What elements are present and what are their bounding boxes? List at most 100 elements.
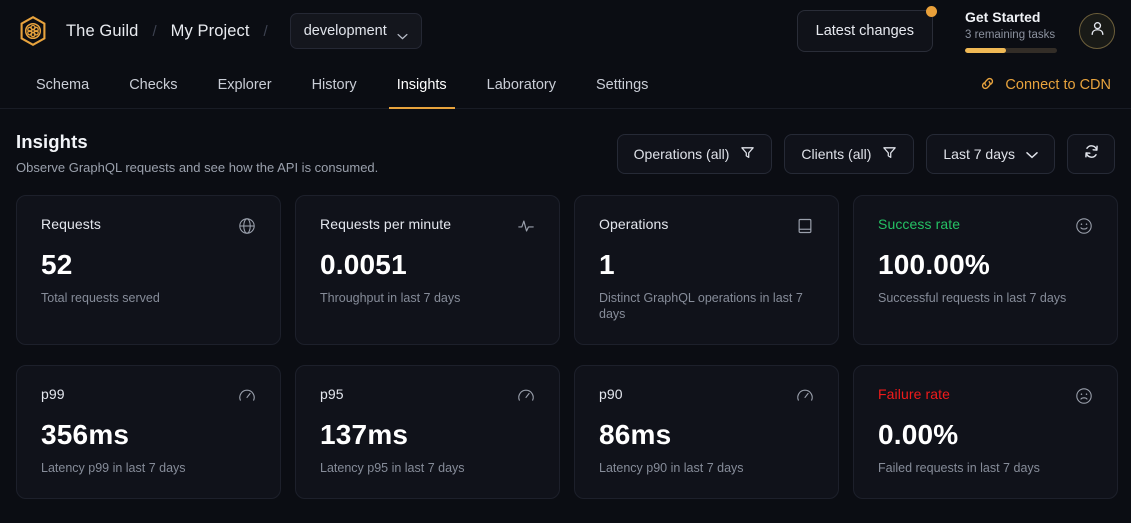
gauge-icon <box>517 387 535 410</box>
tab-laboratory-label: Laboratory <box>486 77 556 93</box>
tab-insights[interactable]: Insights <box>377 62 467 109</box>
metrics-grid-row-1: Requests 52 Total requests served Reques… <box>0 175 1131 346</box>
metric-value: 0.00% <box>878 419 959 451</box>
metric-label: Requests <box>41 216 101 232</box>
tab-explorer-label: Explorer <box>217 77 272 93</box>
chevron-down-icon <box>1026 146 1038 162</box>
environment-select-value: development <box>303 23 387 39</box>
card-header: Requests per minute <box>320 216 535 240</box>
connect-to-cdn-link[interactable]: Connect to CDN <box>979 62 1115 108</box>
date-range-label: Last 7 days <box>943 146 1015 162</box>
metric-value: 52 <box>41 249 73 280</box>
metric-label: Success rate <box>878 216 961 232</box>
main-nav: Schema Checks Explorer History Insights … <box>0 62 1131 109</box>
tab-history[interactable]: History <box>292 62 377 108</box>
metric-card-p90: p90 86ms Latency p90 in last 7 days <box>574 365 839 500</box>
tab-settings[interactable]: Settings <box>576 62 668 108</box>
card-header: p95 <box>320 386 535 410</box>
filter-funnel-icon <box>740 145 755 163</box>
metric-label: p99 <box>41 386 65 403</box>
tab-explorer[interactable]: Explorer <box>198 62 292 108</box>
metric-card-operations: Operations 1 Distinct GraphQL operations… <box>574 195 839 346</box>
page-subtitle: Observe GraphQL requests and see how the… <box>16 160 379 175</box>
connect-to-cdn-label: Connect to CDN <box>1005 77 1111 93</box>
smile-face-icon <box>1075 217 1093 240</box>
tab-checks-label: Checks <box>129 77 178 93</box>
refresh-button[interactable] <box>1067 134 1115 174</box>
gauge-icon <box>796 387 814 410</box>
latest-changes-button[interactable]: Latest changes <box>796 10 933 52</box>
metric-value: 100.00% <box>878 249 990 280</box>
tab-schema-label: Schema <box>36 77 90 93</box>
page-header: Insights Observe GraphQL requests and se… <box>0 109 1131 175</box>
metric-card-p99: p99 356ms Latency p99 in last 7 days <box>16 365 281 500</box>
activity-pulse-icon <box>517 217 535 240</box>
get-started-progress-bar <box>965 47 1057 53</box>
metric-description: Latency p99 in last 7 days <box>41 461 186 476</box>
operations-filter-label: Operations (all) <box>633 146 730 162</box>
card-header: Operations <box>599 216 814 240</box>
breadcrumb-project[interactable]: My Project <box>170 21 250 40</box>
metric-description: Distinct GraphQL operations in last 7 da… <box>599 290 803 322</box>
metrics-grid-row-2: p99 356ms Latency p99 in last 7 days p95 <box>0 345 1131 500</box>
breadcrumb-org[interactable]: The Guild <box>66 21 139 40</box>
latest-changes-wrapper: Latest changes <box>796 6 937 52</box>
metric-description: Latency p90 in last 7 days <box>599 461 744 476</box>
card-header: p90 <box>599 386 814 410</box>
metric-value: 0.0051 <box>320 249 407 280</box>
card-header: Success rate <box>878 216 1093 240</box>
tab-insights-label: Insights <box>396 77 447 93</box>
metric-value: 86ms <box>599 419 672 451</box>
breadcrumb-separator-2: / <box>263 22 268 40</box>
tab-checks[interactable]: Checks <box>109 62 197 108</box>
filter-funnel-icon <box>882 145 897 163</box>
frown-face-icon <box>1075 387 1093 410</box>
get-started-subtitle: 3 remaining tasks <box>965 28 1056 41</box>
tab-laboratory[interactable]: Laboratory <box>467 62 576 108</box>
page-title: Insights <box>16 131 88 152</box>
clients-filter-button[interactable]: Clients (all) <box>784 134 915 174</box>
operations-filter-button[interactable]: Operations (all) <box>616 134 773 174</box>
metric-value: 1 <box>599 249 615 280</box>
get-started-progress-fill <box>965 47 1007 53</box>
tab-schema[interactable]: Schema <box>16 62 109 108</box>
metric-description: Throughput in last 7 days <box>320 290 461 305</box>
metric-value: 137ms <box>320 419 409 451</box>
book-icon <box>796 217 814 240</box>
metric-description: Total requests served <box>41 290 160 305</box>
guild-hex-logo-icon[interactable] <box>16 14 50 48</box>
metric-value: 356ms <box>41 419 130 451</box>
metric-description: Failed requests in last 7 days <box>878 461 1040 476</box>
metric-card-success-rate: Success rate 100.00% Successful requests… <box>853 195 1118 346</box>
avatar[interactable] <box>1079 13 1115 49</box>
tab-settings-label: Settings <box>596 77 649 93</box>
breadcrumb-separator-1: / <box>152 22 157 40</box>
environment-select[interactable]: development <box>289 13 422 49</box>
date-range-select[interactable]: Last 7 days <box>926 134 1055 174</box>
metric-label: Failure rate <box>878 386 951 403</box>
metric-label: Operations <box>599 216 669 232</box>
metric-label: p95 <box>320 386 344 403</box>
card-header: Failure rate <box>878 386 1093 410</box>
filter-toolbar: Operations (all) Clients (all) Last 7 da… <box>616 131 1115 174</box>
user-avatar-icon <box>1088 19 1107 43</box>
metric-description: Successful requests in last 7 days <box>878 290 1067 305</box>
chevron-down-icon <box>397 28 408 39</box>
card-header: p99 <box>41 386 256 410</box>
refresh-icon <box>1083 143 1100 165</box>
clients-filter-label: Clients (all) <box>801 146 872 162</box>
gauge-icon <box>238 387 256 410</box>
card-header: Requests <box>41 216 256 240</box>
metric-card-p95: p95 137ms Latency p95 in last 7 days <box>295 365 560 500</box>
metric-description: Latency p95 in last 7 days <box>320 461 465 476</box>
get-started-widget[interactable]: Get Started 3 remaining tasks <box>965 9 1057 53</box>
metric-card-requests-per-minute: Requests per minute 0.0051 Throughput in… <box>295 195 560 346</box>
breadcrumb: The Guild / My Project / development <box>64 13 422 49</box>
metric-card-requests: Requests 52 Total requests served <box>16 195 281 346</box>
page-header-text: Insights Observe GraphQL requests and se… <box>16 131 617 175</box>
metric-label: p90 <box>599 386 623 403</box>
notification-dot-icon <box>926 6 937 17</box>
tab-history-label: History <box>311 77 357 93</box>
globe-icon <box>238 217 256 240</box>
